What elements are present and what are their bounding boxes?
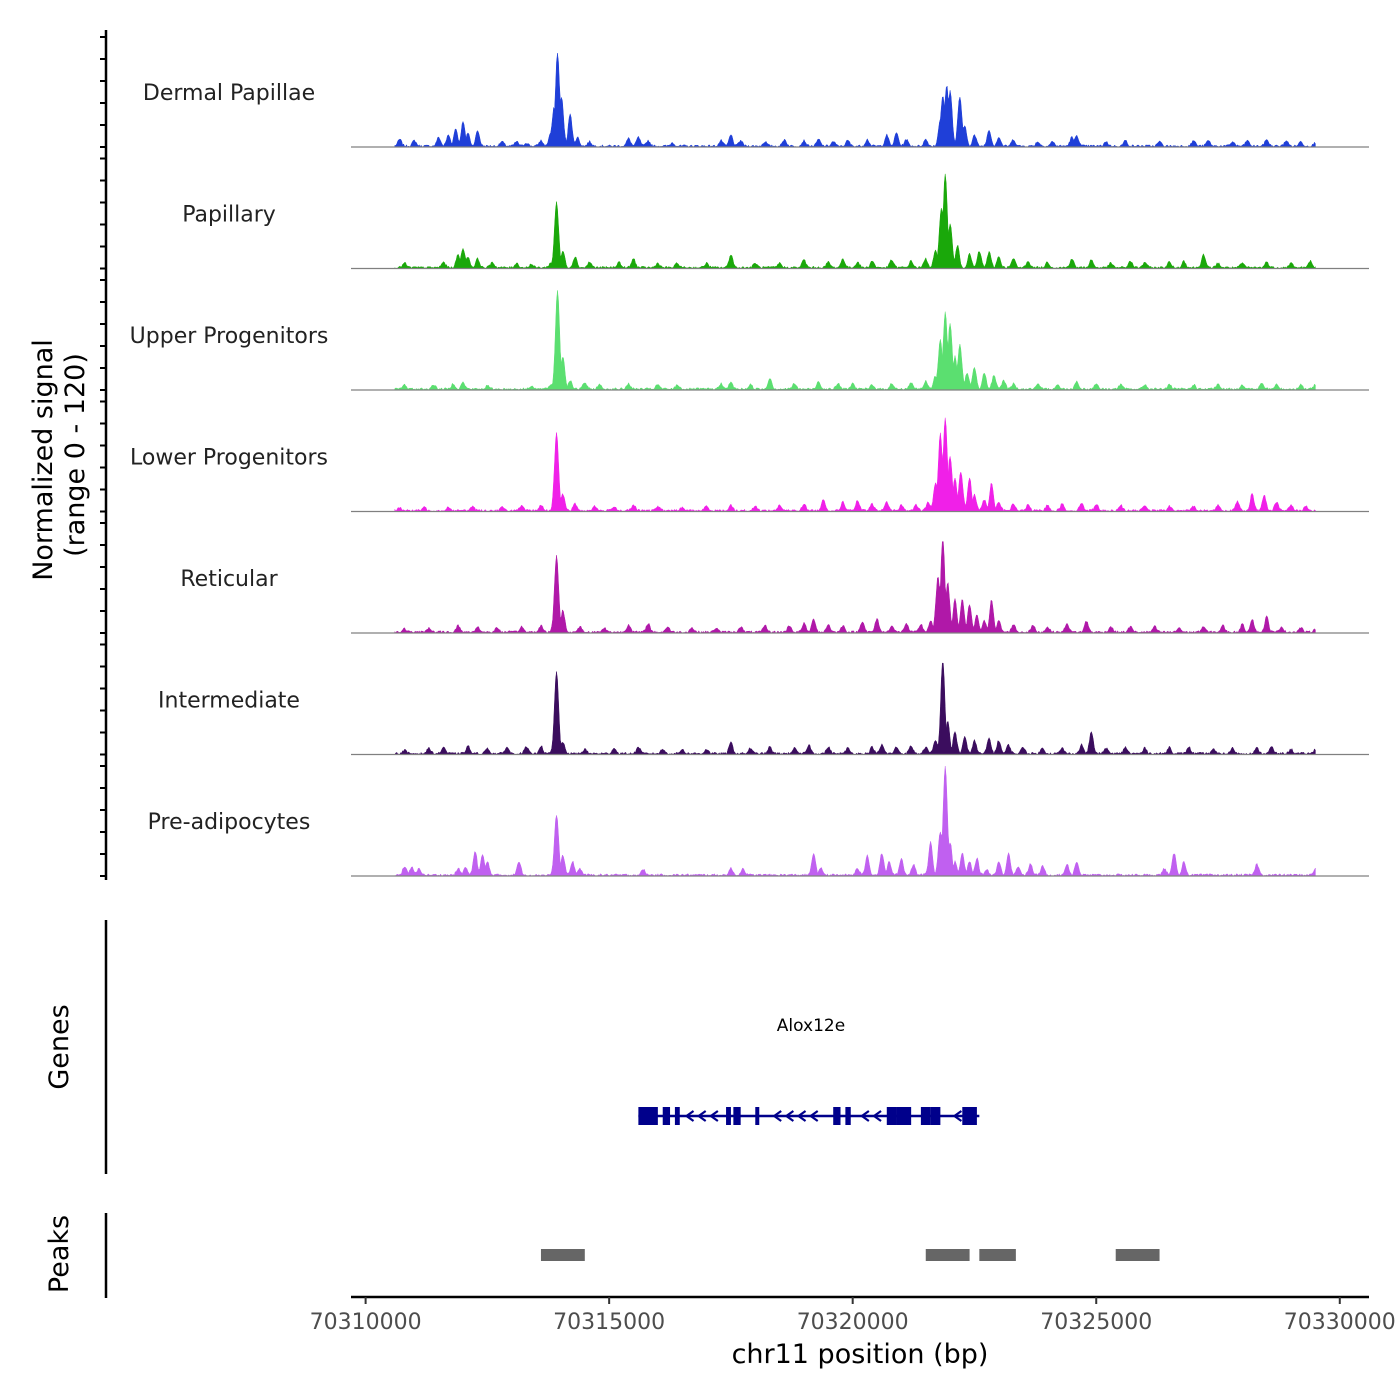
gene-exon [845, 1107, 851, 1125]
gene-exon [726, 1107, 731, 1125]
x-tick-label: 70310000 [310, 1310, 422, 1335]
x-tick-label: 70320000 [797, 1310, 909, 1335]
track-label: Upper Progenitors [130, 324, 329, 349]
track-label: Lower Progenitors [130, 446, 328, 471]
gene-exon [674, 1107, 680, 1125]
track-label: Intermediate [158, 689, 300, 714]
gene-strand-arrow [772, 1110, 782, 1122]
gene-strand-arrow [808, 1110, 819, 1122]
track-upper-progenitors: Upper Progenitors [130, 290, 1369, 391]
track-label: Papillary [182, 203, 276, 228]
gene-exon [662, 1107, 671, 1125]
coverage-area [394, 765, 1316, 877]
gene-strand-arrow [859, 1110, 870, 1122]
peaks-panel: Peaks [44, 1213, 1160, 1298]
gene-exon [962, 1107, 977, 1125]
coverage-area [394, 290, 1316, 391]
genes-y-label: Genes [44, 1004, 75, 1089]
gene-exon [920, 1107, 931, 1125]
track-pre-adipocytes: Pre-adipocytes [148, 765, 1369, 877]
gene-strand-arrow [952, 1110, 963, 1122]
gene-exon [886, 1107, 897, 1125]
x-tick-label: 70315000 [553, 1310, 665, 1335]
coverage-y-ticks [100, 36, 106, 877]
coverage-tracks: Dermal Papillae Papillary Upper Progenitor… [130, 53, 1369, 877]
x-axis: 70310000 70315000 70320000 70325000 70330000… [310, 1295, 1396, 1370]
gene-exon [755, 1107, 760, 1125]
coverage-panel: Dermal Papillae Papillary Upper Progenitor… [28, 30, 1369, 880]
track-intermediate: Intermediate [158, 662, 1369, 756]
coverage-y-label-line2: (range 0 - 120) [60, 353, 91, 557]
peak-interval [979, 1249, 1016, 1261]
gene-strand-arrow [796, 1110, 807, 1122]
x-axis-label: chr11 position (bp) [732, 1339, 989, 1370]
gene-strand-arrow [708, 1110, 719, 1122]
gene-model [638, 1107, 980, 1125]
track-dermal-papillae: Dermal Papillae [143, 53, 1369, 148]
x-tick-label: 70325000 [1040, 1310, 1152, 1335]
gene-strand-arrow [872, 1110, 882, 1122]
peaks-y-label: Peaks [44, 1215, 75, 1293]
x-axis-ticks: 70310000 70315000 70320000 70325000 70330000 [310, 1297, 1396, 1335]
track-reticular: Reticular [180, 541, 1369, 634]
gene-exon [638, 1107, 658, 1125]
track-label: Pre-adipocytes [148, 810, 311, 835]
genes-panel: Genes Alox12e [44, 920, 980, 1174]
gene-exon [733, 1107, 741, 1125]
track-papillary: Papillary [182, 173, 1369, 270]
gene-strand-arrow [696, 1110, 707, 1122]
peak-interval [540, 1249, 585, 1261]
peak-interval [1115, 1249, 1160, 1261]
gene-exon [833, 1107, 841, 1125]
gene-exon [930, 1107, 941, 1125]
track-label: Dermal Papillae [143, 81, 315, 106]
x-tick-label: 70330000 [1284, 1310, 1396, 1335]
track-lower-progenitors: Lower Progenitors [130, 417, 1369, 513]
coverage-y-label-line1: Normalized signal [28, 339, 59, 581]
gene-exon [896, 1107, 912, 1125]
gene-label: Alox12e [777, 1016, 845, 1036]
gene-strand-arrow [684, 1110, 695, 1122]
peak-bars [540, 1249, 1160, 1261]
peak-interval [925, 1249, 970, 1261]
track-label: Reticular [180, 567, 278, 592]
gene-strand-arrow [784, 1110, 795, 1122]
